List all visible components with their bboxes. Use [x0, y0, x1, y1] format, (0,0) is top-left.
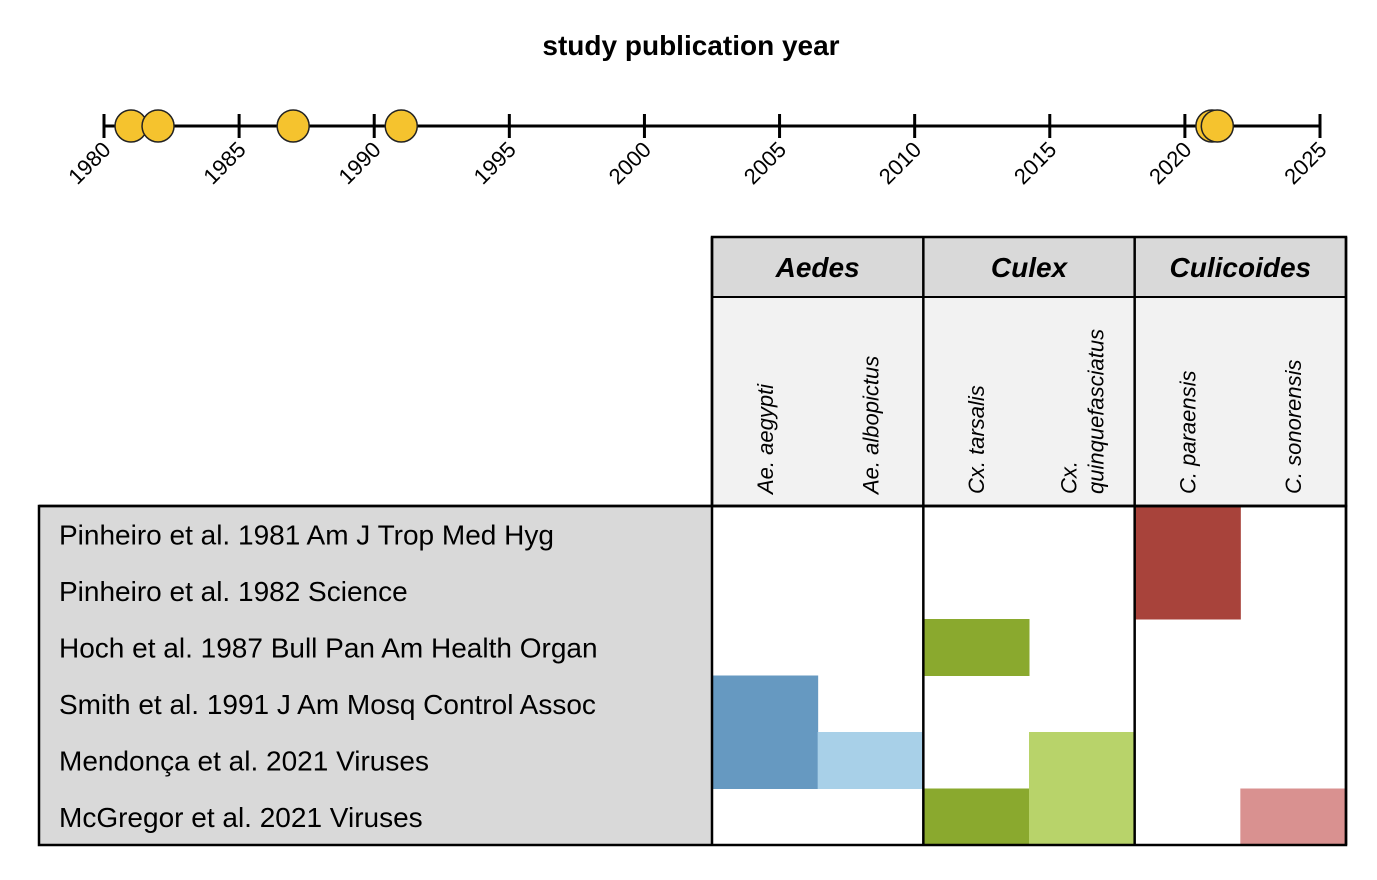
timeline-chart: study publication year 1980 1985 1990 1995 2… — [63, 30, 1331, 189]
study-row-label: Mendonça et al. 2021 Viruses — [59, 745, 429, 776]
genus-header-label: Culicoides — [1170, 252, 1312, 283]
heatmap-cell — [712, 675, 819, 733]
timeline-tick-label: 2000 — [604, 137, 656, 189]
timeline-tick-label: 1980 — [63, 137, 115, 189]
heatmap-cell — [712, 732, 819, 789]
heatmap-cell — [817, 732, 924, 789]
genus-header-label: Culex — [991, 252, 1069, 283]
heatmap-grid-lines — [37, 235, 1348, 847]
heatmap-cell — [1029, 788, 1136, 846]
study-row-label: Smith et al. 1991 J Am Mosq Control Asso… — [59, 689, 596, 720]
heatmap-row-labels: Pinheiro et al. 1981 Am J Trop Med Hyg Pi… — [59, 519, 598, 833]
timeline-point — [1200, 109, 1235, 143]
heatmap-cell — [1134, 562, 1241, 620]
study-row-label: McGregor et al. 2021 Viruses — [59, 802, 423, 833]
heatmap-genus-headers: Aedes Culex Culicoides — [775, 252, 1311, 283]
species-header-label: C. sonorensis — [1281, 359, 1306, 494]
timeline-tick-label: 2010 — [874, 137, 926, 189]
body-border — [37, 504, 1348, 847]
study-row-label: Pinheiro et al. 1982 Science — [59, 576, 408, 607]
species-header-label: Cx. tarsalis — [964, 385, 989, 494]
heatmap-cells — [712, 506, 1347, 846]
heatmap-cell — [1240, 788, 1347, 846]
timeline-tick-label: 2020 — [1144, 137, 1196, 189]
timeline-point — [276, 109, 310, 143]
timeline-tick-label: 1990 — [333, 137, 385, 189]
species-header-label: Cx. — [1056, 461, 1081, 494]
study-row-label: Hoch et al. 1987 Bull Pan Am Health Orga… — [59, 632, 598, 663]
heatmap-chart: Pinheiro et al. 1981 Am J Trop Med Hyg Pi… — [37, 235, 1348, 847]
study-label-panel — [39, 506, 712, 845]
study-row-label: Pinheiro et al. 1981 Am J Trop Med Hyg — [59, 519, 554, 550]
heatmap-cell — [923, 619, 1030, 676]
heatmap-cell — [923, 788, 1030, 846]
genus-header-band — [712, 237, 1346, 297]
timeline-point — [384, 109, 418, 143]
heatmap-cell — [1029, 732, 1136, 789]
species-header-label: Ae. albopictus — [859, 356, 884, 496]
heatmap-species-headers: Ae. aegypti Ae. albopictus Cx. tarsalis Cx.… — [753, 329, 1306, 496]
timeline-tick-label: 2025 — [1279, 137, 1331, 189]
timeline-tick-label: 2015 — [1009, 137, 1061, 189]
genus-header-label: Aedes — [775, 252, 860, 283]
timeline-tick-label: 2005 — [739, 137, 791, 189]
timeline-point — [141, 109, 175, 143]
timeline-points — [114, 109, 1235, 143]
timeline-title: study publication year — [542, 30, 839, 61]
species-header-band — [712, 297, 1346, 506]
timeline-tick-label: 1995 — [469, 137, 521, 189]
timeline-tick-label: 1985 — [198, 137, 250, 189]
heatmap-cell — [1134, 506, 1241, 563]
species-header-label: C. paraensis — [1176, 370, 1201, 494]
species-header-label: quinquefasciatus — [1083, 329, 1108, 494]
species-header-label: Ae. aegypti — [753, 383, 778, 496]
